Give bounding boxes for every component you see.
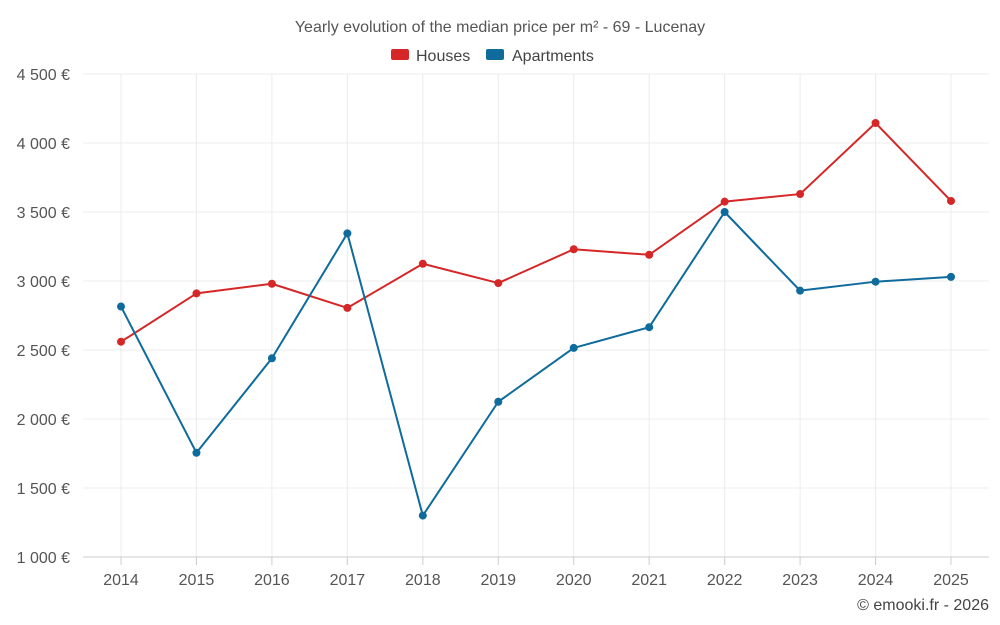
data-point-apartments-2014 [117,302,125,311]
data-point-apartments-2015 [192,448,201,457]
series-line-houses [120,121,952,343]
y-tick-label: 2 000 € [17,412,70,429]
credit-text: © emooki.fr - 2026 [857,597,989,614]
data-point-houses-2016 [267,279,276,288]
axes: 1 000 € 1 500 € 2 000 € 2 500 € 3 000 € 3 500… [17,67,989,589]
legend-label-apartments: Apartments [512,48,594,65]
legend-swatch-apartments [486,49,504,60]
y-tick-label: 1 000 € [17,550,70,567]
legend-item-apartments[interactable]: Apartments [486,48,594,65]
data-point-apartments-2023 [796,286,805,295]
data-point-houses-2021 [645,250,654,259]
data-point-houses-2015 [192,289,201,298]
x-tick-label: 2018 [405,572,441,589]
data-point-apartments-2017 [343,229,352,238]
data-point-houses-2020 [569,245,578,254]
data-point-houses-2025 [947,196,955,205]
x-tick-label: 2015 [179,572,215,589]
data-point-houses-2019 [494,279,503,288]
y-tick-label: 3 500 € [17,205,70,222]
series-apartments [117,208,955,520]
data-point-apartments-2022 [720,208,729,216]
grid [83,73,989,557]
data-point-apartments-2016 [267,354,276,363]
legend-item-houses[interactable]: Houses [391,48,470,65]
y-tick-label: 4 500 € [17,67,70,84]
legend-swatch-houses [391,49,409,60]
y-tick-label: 3 000 € [17,274,70,291]
series-line-apartments [120,211,952,517]
data-point-houses-2023 [796,190,805,199]
data-point-houses-2014 [117,337,125,346]
x-tick-label: 2023 [782,572,818,589]
y-tick-label: 2 500 € [17,343,70,360]
x-tick-label: 2020 [556,572,592,589]
data-point-apartments-2024 [871,277,880,286]
data-point-apartments-2021 [645,323,654,332]
x-tick-label: 2021 [631,572,667,589]
data-point-houses-2018 [418,259,427,268]
data-point-houses-2017 [343,303,352,312]
data-point-apartments-2020 [569,343,578,352]
data-point-apartments-2019 [494,397,503,406]
legend[interactable]: Houses Apartments [391,48,594,65]
y-tick-label: 4 000 € [17,136,70,153]
data-point-houses-2024 [871,118,880,127]
series-layer [117,118,955,520]
data-point-apartments-2025 [947,272,955,281]
series-houses [117,118,955,346]
x-tick-label: 2017 [330,572,366,589]
y-tick-label: 1 500 € [17,481,70,498]
data-point-houses-2022 [720,197,729,206]
chart-title: Yearly evolution of the median price per… [295,19,705,36]
data-point-apartments-2018 [418,511,427,520]
x-tick-label: 2014 [103,572,139,589]
x-tick-label: 2022 [707,572,743,589]
legend-label-houses: Houses [416,48,470,65]
x-tick-label: 2019 [480,572,516,589]
x-tick-label: 2025 [933,572,969,589]
x-tick-label: 2016 [254,572,290,589]
x-tick-label: 2024 [858,572,894,589]
